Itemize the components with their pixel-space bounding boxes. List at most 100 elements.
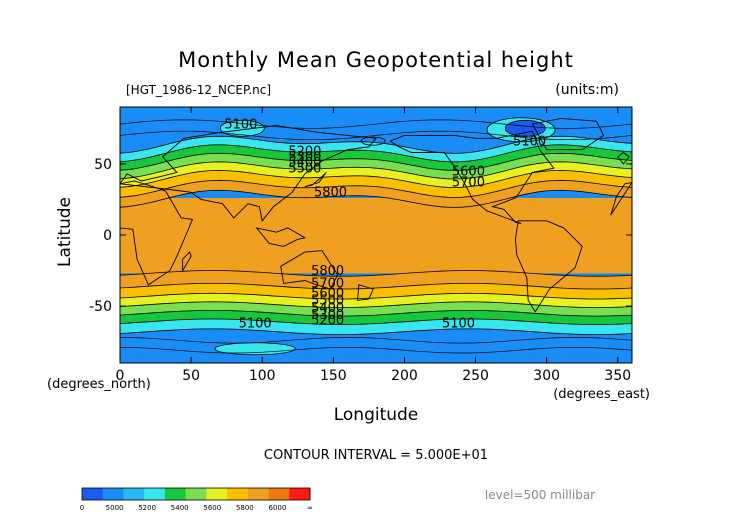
contour-label: 5700	[311, 277, 344, 292]
contour-label: 5100	[442, 316, 475, 331]
contour-interval-text: CONTOUR INTERVAL = 5.000E+01	[264, 448, 488, 463]
height-band-nh	[120, 136, 632, 162]
low-canada-inner	[505, 120, 546, 137]
height-band-sh	[120, 318, 632, 335]
continent-outline	[280, 250, 339, 290]
contour-line	[120, 130, 632, 141]
colorbar-swatch	[206, 488, 228, 500]
continent-outline	[389, 130, 555, 225]
continent-outline	[182, 251, 192, 273]
colorbar: 0 5000 5200 5400 5600 5800 6000 ∞	[80, 487, 313, 512]
y-axis-label: Latitude	[55, 197, 75, 267]
contour-ellipse	[214, 342, 296, 356]
continent-outline	[617, 151, 630, 165]
contour-lines	[120, 117, 632, 356]
continent-outline	[610, 181, 632, 216]
colorbar-label: 5600	[203, 504, 221, 512]
x-tick-label: 350	[604, 368, 631, 384]
continent-outline	[304, 172, 327, 188]
colorbar-swatch	[123, 488, 145, 500]
colorbar-label: 5400	[171, 504, 189, 512]
contour-label: 5600	[452, 164, 485, 179]
height-band-sh	[120, 283, 632, 299]
colorbar-label: 5200	[138, 504, 156, 512]
continent-outline	[255, 227, 307, 247]
units-label: (units:m)	[555, 82, 619, 98]
x-tick-label: 300	[533, 368, 560, 384]
contour-line	[120, 179, 632, 198]
height-bands	[120, 136, 632, 335]
x-tick-label: 200	[391, 368, 418, 384]
height-band-tropics	[120, 198, 632, 274]
x-tick-label: 150	[320, 368, 347, 384]
colorbar-label: 5000	[106, 504, 124, 512]
contour-line	[120, 169, 632, 188]
contour-line	[120, 337, 632, 344]
y-tick-label: -50	[89, 299, 112, 315]
colorbar-label: 0	[80, 504, 84, 512]
height-band-nh	[120, 153, 632, 179]
contour-label: 5100	[513, 134, 546, 149]
colorbar-swatch	[289, 488, 311, 500]
contour-line	[120, 318, 632, 325]
colorbar-frame	[81, 487, 311, 501]
contour-label: 5100	[224, 117, 257, 132]
axes: 0 50 100 150 200 250 300 350 -50 0 50	[89, 107, 632, 384]
height-band-nh	[120, 161, 632, 188]
colorbar-swatch	[268, 488, 290, 500]
contour-label: 5500	[288, 161, 321, 176]
file-label: [HGT_1986-12_NCEP.nc]	[126, 83, 271, 97]
contour-line	[120, 161, 632, 180]
contour-label: 5200	[311, 314, 344, 329]
x-tick-label: 0	[116, 368, 125, 384]
x-tick-label: 50	[182, 368, 200, 384]
height-band-nh	[120, 144, 632, 171]
contour-line	[120, 310, 632, 317]
contour-line	[120, 152, 632, 171]
height-band-sh	[120, 293, 632, 308]
contour-ellipse	[486, 117, 556, 143]
continent-outlines	[120, 117, 632, 313]
contour-label: 5400	[311, 301, 344, 316]
continent-outline	[357, 284, 374, 301]
colorbar-swatch	[144, 488, 166, 500]
colorbar-swatch	[247, 488, 270, 500]
colorbar-label: ∞	[307, 504, 313, 512]
contour-ellipse	[219, 119, 265, 137]
contour-line	[120, 283, 632, 290]
y-tick-label: 0	[103, 228, 112, 244]
contour-label: 5300	[311, 308, 344, 323]
contour-label: 5300	[288, 150, 321, 165]
x-axis-label: Longitude	[334, 405, 419, 425]
contour-ellipse	[360, 136, 386, 146]
contour-label: 5700	[452, 176, 485, 191]
colorbar-swatch	[164, 488, 187, 500]
continent-outline	[120, 125, 377, 222]
contour-label: 5400	[288, 156, 321, 171]
continent-outline	[531, 117, 605, 151]
height-band-sh	[120, 310, 632, 325]
y-tick-label: 50	[94, 157, 112, 173]
colorbar-label: 6000	[269, 504, 287, 512]
contour-line	[120, 301, 632, 308]
x-tick-label: 250	[462, 368, 489, 384]
chart-title: Monthly Mean Geopotential height	[178, 48, 574, 72]
colorbar-swatch	[227, 488, 249, 500]
contour-line	[120, 328, 632, 336]
contour-label: 5100	[239, 316, 272, 331]
contour-label: 5200	[288, 144, 321, 159]
contour-label: 5800	[314, 186, 347, 201]
contour-ellipse	[504, 119, 546, 137]
height-band-sh	[120, 301, 632, 317]
contour-label: 5500	[311, 294, 344, 309]
contour-line	[120, 135, 632, 154]
height-band-nh	[120, 170, 632, 198]
low-antarctic	[215, 342, 296, 355]
contour-line	[120, 347, 632, 354]
contour-line	[120, 119, 632, 129]
continent-outline	[514, 220, 583, 313]
x-unit-label: (degrees_east)	[553, 387, 650, 402]
